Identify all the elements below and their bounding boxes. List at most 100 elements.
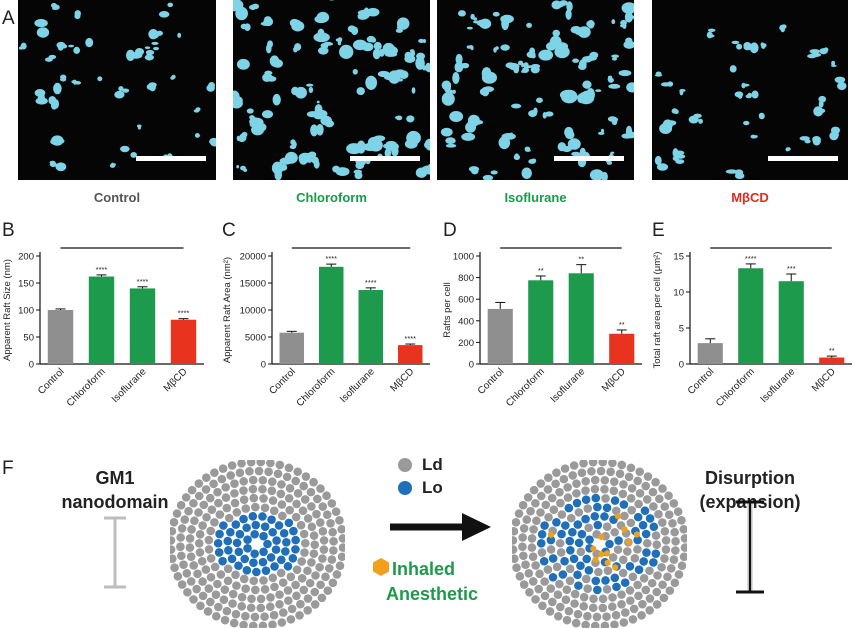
lipid-dot xyxy=(291,535,300,545)
lipid-dot xyxy=(546,545,556,554)
lipid-dot xyxy=(328,578,338,588)
lipid-dot xyxy=(555,538,565,548)
raft-spot xyxy=(577,93,586,104)
lipid-dot xyxy=(299,585,309,595)
lipid-dot xyxy=(528,552,538,561)
bar xyxy=(778,281,804,364)
lipid-dot xyxy=(316,518,325,527)
lipid-dot xyxy=(634,565,644,574)
raft-spot xyxy=(582,80,592,89)
lipid-dot xyxy=(549,505,559,515)
lipid-dot xyxy=(600,484,609,494)
lipid-dot xyxy=(335,516,344,525)
lipid-dot xyxy=(639,557,648,566)
lipid-dot xyxy=(219,521,228,530)
raft-spot xyxy=(622,23,627,30)
lipid-dot xyxy=(260,585,270,594)
raft-spot xyxy=(708,34,715,38)
lipid-dot xyxy=(232,538,242,548)
lipid-dot xyxy=(195,548,205,557)
lipid-dot xyxy=(512,563,521,572)
raft-spot xyxy=(749,42,759,54)
raft-spot xyxy=(372,48,381,60)
lipid-dot xyxy=(277,480,286,489)
lipid-dot xyxy=(620,578,630,587)
raft-spot xyxy=(151,41,159,46)
anesthetic-line2-wrap: Anesthetic xyxy=(386,582,506,606)
bar xyxy=(609,333,635,364)
lipid-dot xyxy=(680,543,687,552)
raft-spot xyxy=(551,0,562,10)
raft-spot xyxy=(60,44,68,49)
lipid-dot xyxy=(313,494,322,504)
lipid-dot xyxy=(679,552,687,562)
x-tick-label: Chloroform xyxy=(295,366,338,409)
lipid-dot xyxy=(565,576,575,586)
lipid-dot xyxy=(565,564,575,574)
raft-spot xyxy=(240,24,251,30)
raft-spot xyxy=(20,42,27,50)
micrograph-mbcd xyxy=(652,0,848,180)
lipid-dot xyxy=(222,606,232,616)
lipid-dot xyxy=(316,484,325,493)
raft-spot xyxy=(74,80,82,85)
lipid-dot xyxy=(546,535,556,545)
lipid-dot xyxy=(210,562,220,572)
lipid-dot xyxy=(518,500,528,510)
lipid-dot xyxy=(195,530,205,539)
bar xyxy=(487,308,513,364)
x-tick-label: Isoflurane xyxy=(110,366,149,405)
lipid-dot xyxy=(215,529,224,539)
lipid-dot xyxy=(600,475,610,485)
lipid-dot xyxy=(529,485,539,495)
y-tick-label: 0 xyxy=(679,360,684,371)
lipid-dot xyxy=(338,543,345,552)
lipid-dot xyxy=(619,500,629,509)
lipid-dot xyxy=(297,557,306,566)
lipid-dot xyxy=(552,562,562,572)
lipid-dot xyxy=(170,545,176,554)
lipid-dot xyxy=(265,602,275,612)
lipid-dot xyxy=(260,503,270,513)
lipid-dot xyxy=(634,591,643,601)
lipid-dot xyxy=(627,483,637,493)
lipid-dot xyxy=(587,467,596,476)
raft-spot xyxy=(236,58,250,70)
lipid-dot xyxy=(584,565,594,575)
lipid-dot xyxy=(249,576,259,586)
lipid-dot xyxy=(230,479,239,489)
lipid-dot xyxy=(536,508,545,517)
lipid-dot xyxy=(665,586,675,595)
lipid-dot xyxy=(335,561,345,571)
lipid-dot xyxy=(598,603,608,613)
lipid-dot xyxy=(570,599,579,608)
raft-spot xyxy=(51,2,57,8)
lipid-dot xyxy=(291,512,301,522)
y-tick-label: 150 xyxy=(18,279,34,290)
lipid-dot xyxy=(512,536,518,545)
raft-spot xyxy=(404,139,418,149)
lipid-dot xyxy=(633,535,642,545)
lipid-dot xyxy=(590,475,600,485)
lipid-dot xyxy=(283,586,293,595)
lipid-dot xyxy=(292,499,301,509)
lipid-dot xyxy=(206,526,215,536)
raft-spot xyxy=(310,124,319,137)
y-axis-label: Apparent Raft Area (nm²) xyxy=(222,257,233,363)
lipid-dot xyxy=(534,584,543,594)
lipid-dot xyxy=(277,618,287,627)
lipid-dot xyxy=(640,506,650,516)
y-tick-label: 800 xyxy=(458,273,474,284)
lipid-dot xyxy=(194,479,204,488)
lipid-dot xyxy=(566,513,576,523)
lipid-dot xyxy=(270,562,279,571)
significance-label: **** xyxy=(137,277,149,286)
raft-spot xyxy=(365,75,378,90)
lipid-dot xyxy=(522,515,532,524)
lipid-dot xyxy=(276,555,286,565)
raft-spot xyxy=(536,97,543,103)
lipid-dot xyxy=(560,556,569,566)
lipid-dot xyxy=(643,472,653,481)
chart-raft-area: Apparent Raft Area (nm²) 0 5000 10000 15000 2… xyxy=(222,247,430,409)
lipid-dot xyxy=(248,475,258,485)
